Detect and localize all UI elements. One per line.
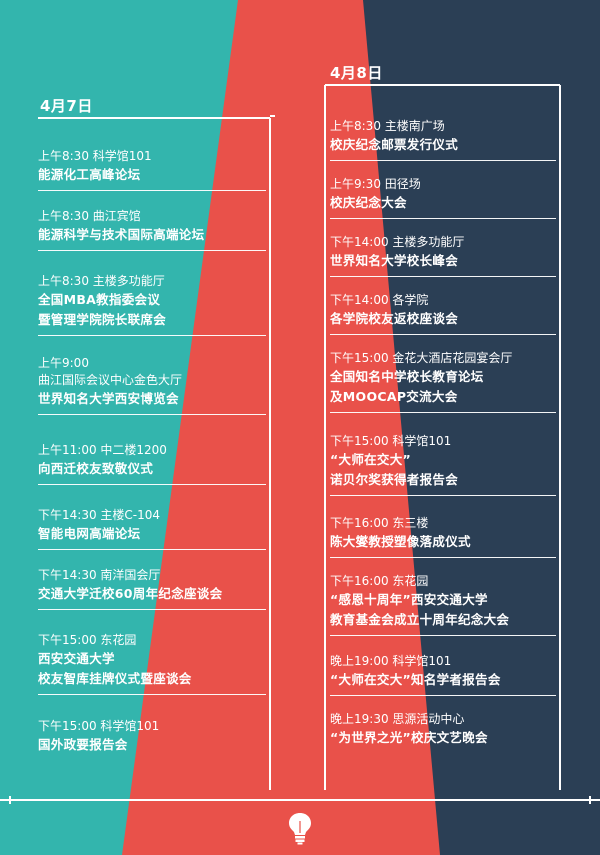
event-item: 下午14:30 主楼C-104 智能电网高端论坛 (38, 507, 266, 567)
event-title-line2: 暨管理学院院长联席会 (38, 312, 167, 327)
event-title: 国外政要报告会 (38, 737, 128, 752)
event-time-place: 下午15:00 科学馆101 (38, 719, 160, 733)
divider (330, 495, 556, 496)
divider (330, 695, 556, 696)
event-item: 下午14:00 主楼多功能厅 世界知名大学校长峰会 (330, 234, 556, 292)
event-title: 交通大学迁校60周年纪念座谈会 (38, 586, 223, 601)
divider (330, 635, 556, 636)
event-item: 下午14:00 各学院 各学院校友返校座谈会 (330, 292, 556, 350)
event-item: 上午11:00 中二楼1200 向西迁校友致敬仪式 (38, 442, 266, 507)
event-title: “为世界之光”校庆文艺晚会 (330, 730, 488, 745)
event-title: 能源化工高峰论坛 (38, 167, 141, 182)
event-title: 各学院校友返校座谈会 (330, 311, 459, 326)
event-title: 全国MBA教指委会议 (38, 292, 161, 307)
divider (38, 335, 266, 336)
event-time-place: 下午14:00 各学院 (330, 293, 429, 307)
event-title: 能源科学与技术国际高端论坛 (38, 227, 205, 242)
event-time-place: 上午11:00 中二楼1200 (38, 443, 167, 457)
event-place: 曲江国际会议中心金色大厅 (38, 373, 183, 387)
event-time-place: 上午8:30 主楼多功能厅 (38, 274, 165, 288)
event-title: 全国知名中学校长教育论坛 (330, 369, 484, 384)
event-title: “大师在交大” (330, 452, 412, 467)
event-title: 陈大燮教授塑像落成仪式 (330, 534, 471, 549)
divider (38, 694, 266, 695)
event-item: 下午15:00 东花园 西安交通大学 校友智库挂牌仪式暨座谈会 (38, 632, 266, 718)
event-item: 下午15:00 科学馆101 国外政要报告会 (38, 718, 266, 778)
event-time: 上午9:00 (38, 356, 89, 370)
event-item: 上午9:30 田径场 校庆纪念大会 (330, 176, 556, 234)
event-title: 校庆纪念邮票发行仪式 (330, 137, 459, 152)
divider (330, 334, 556, 335)
event-time-place: 上午8:30 主楼南广场 (330, 119, 445, 133)
event-title-line2: 及MOOCAP交流大会 (330, 389, 458, 404)
divider (38, 414, 266, 415)
event-item: 上午8:30 主楼南广场 校庆纪念邮票发行仪式 (330, 118, 556, 176)
event-title-line2: 诺贝尔奖获得者报告会 (330, 472, 459, 487)
divider (330, 218, 556, 219)
event-title: 西安交通大学 (38, 651, 115, 666)
schedule-column-apr7: 上午8:30 科学馆101 能源化工高峰论坛 上午8:30 曲江宾馆 能源科学与… (38, 148, 266, 778)
event-title-line2: 教育基金会成立十周年纪念大会 (330, 612, 510, 627)
event-title: 世界知名大学西安博览会 (38, 391, 179, 406)
day-label-apr8: 4月8日 (330, 64, 383, 82)
event-time-place: 下午14:30 南洋国会厅 (38, 568, 161, 582)
event-item: 下午16:00 东三楼 陈大燮教授塑像落成仪式 (330, 515, 556, 573)
schedule-column-apr8: 上午8:30 主楼南广场 校庆纪念邮票发行仪式 上午9:30 田径场 校庆纪念大… (330, 118, 556, 771)
divider (38, 484, 266, 485)
event-time-place: 晚上19:30 思源活动中心 (330, 712, 465, 726)
event-time-place: 下午15:00 金花大酒店花园宴会厅 (330, 351, 513, 365)
event-time-place: 下午16:00 东花园 (330, 574, 429, 588)
event-time-place: 上午8:30 曲江宾馆 (38, 209, 141, 223)
event-time-place: 下午14:30 主楼C-104 (38, 508, 161, 522)
event-item: 下午15:00 科学馆101 “大师在交大” 诺贝尔奖获得者报告会 (330, 433, 556, 515)
divider (38, 250, 266, 251)
event-time-place: 下午15:00 东花园 (38, 633, 137, 647)
event-time-place: 晚上19:00 科学馆101 (330, 654, 452, 668)
divider (330, 412, 556, 413)
event-time-place: 下午16:00 东三楼 (330, 516, 429, 530)
event-item: 晚上19:30 思源活动中心 “为世界之光”校庆文艺晚会 (330, 711, 556, 771)
event-title: 世界知名大学校长峰会 (330, 253, 459, 268)
event-time-place: 上午9:30 田径场 (330, 177, 421, 191)
event-time-place: 上午8:30 科学馆101 (38, 149, 152, 163)
lightbulb-icon (287, 811, 313, 845)
event-time-place: 下午14:00 主楼多功能厅 (330, 235, 465, 249)
divider (330, 276, 556, 277)
event-item: 上午9:00 曲江国际会议中心金色大厅 世界知名大学西安博览会 (38, 355, 266, 442)
divider (330, 160, 556, 161)
event-title: 智能电网高端论坛 (38, 526, 141, 541)
divider (38, 609, 266, 610)
event-time-place: 下午15:00 科学馆101 (330, 434, 452, 448)
event-item: 下午15:00 金花大酒店花园宴会厅 全国知名中学校长教育论坛 及MOOCAP交… (330, 350, 556, 433)
event-title-line2: 校友智库挂牌仪式暨座谈会 (38, 671, 192, 686)
event-title: 校庆纪念大会 (330, 195, 407, 210)
divider (38, 549, 266, 550)
divider (38, 190, 266, 191)
day-label-apr7: 4月7日 (40, 97, 93, 115)
event-title: 向西迁校友致敬仪式 (38, 461, 154, 476)
event-item: 晚上19:00 科学馆101 “大师在交大”知名学者报告会 (330, 653, 556, 711)
event-item: 上午8:30 曲江宾馆 能源科学与技术国际高端论坛 (38, 208, 266, 273)
divider (330, 557, 556, 558)
event-item: 下午16:00 东花园 “感恩十周年”西安交通大学 教育基金会成立十周年纪念大会 (330, 573, 556, 653)
event-item: 上午8:30 主楼多功能厅 全国MBA教指委会议 暨管理学院院长联席会 (38, 273, 266, 355)
event-item: 下午14:30 南洋国会厅 交通大学迁校60周年纪念座谈会 (38, 567, 266, 632)
event-title: “感恩十周年”西安交通大学 (330, 592, 488, 607)
event-title: “大师在交大”知名学者报告会 (330, 672, 501, 687)
event-item: 上午8:30 科学馆101 能源化工高峰论坛 (38, 148, 266, 208)
